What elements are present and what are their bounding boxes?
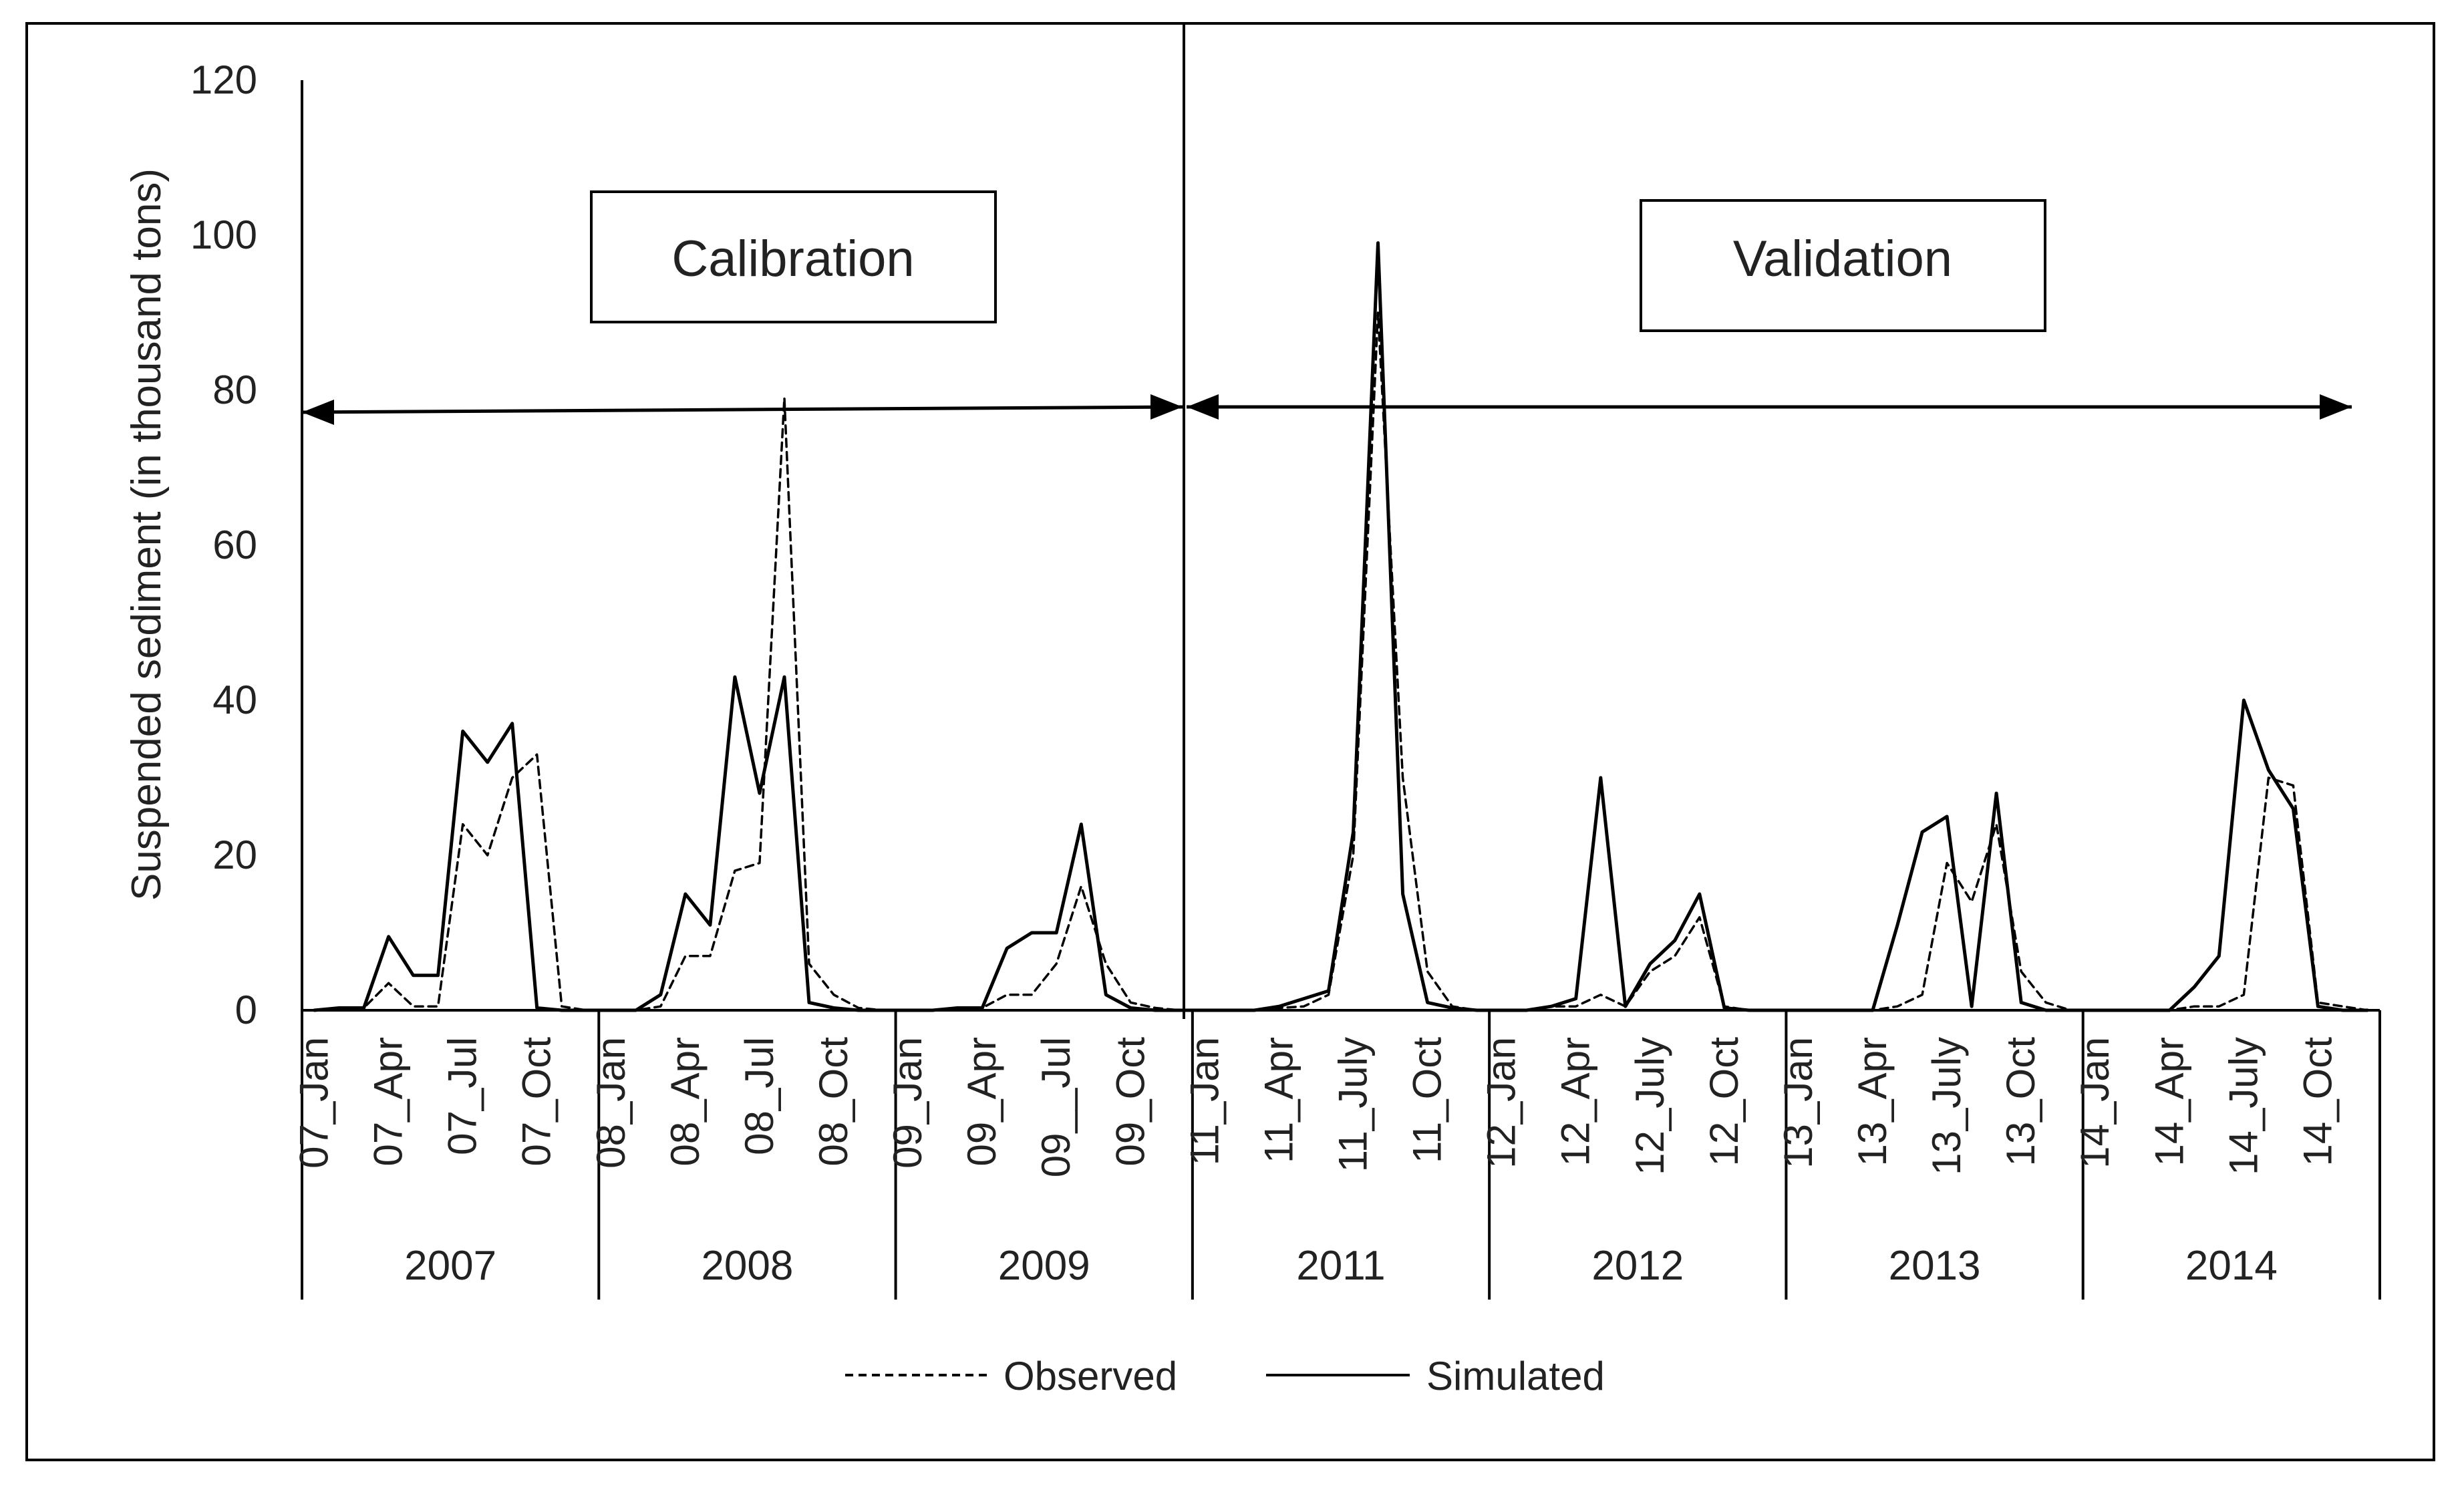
legend-simulated-label: Simulated <box>1426 1354 1605 1398</box>
x-tick-label: 12_Jan <box>1479 1037 1524 1169</box>
year-label: 2012 <box>1591 1243 1684 1289</box>
validation-arrow <box>1187 394 2352 420</box>
x-tick-label: 09__Jul <box>1034 1037 1078 1177</box>
x-tick-label: 14_Jan <box>2072 1037 2117 1169</box>
legend-observed-label: Observed <box>1004 1354 1177 1398</box>
x-tick-label: 09_Jan <box>885 1037 930 1169</box>
y-tick-label: 60 <box>212 523 257 567</box>
y-tick-label: 100 <box>190 212 257 257</box>
x-tick-label: 08_Apr <box>663 1037 708 1166</box>
chart-frame <box>25 22 2435 1461</box>
series-lines <box>313 241 2369 1012</box>
y-tick-label: 20 <box>212 833 257 877</box>
x-tick-label: 12_July <box>1628 1037 1672 1175</box>
year-label: 2007 <box>404 1243 496 1289</box>
calibration-arrow <box>301 394 1183 425</box>
series-line-simulated <box>313 241 2369 1012</box>
x-tick-label: 11_Apr <box>1256 1037 1301 1163</box>
x-tick-label: 12_Apr <box>1553 1037 1598 1166</box>
x-tick-label: 07_Oct <box>514 1037 559 1167</box>
calibration-label: Calibration <box>671 231 914 287</box>
x-tick-label: 14_July <box>2221 1037 2266 1175</box>
x-tick-label: 13_Jan <box>1776 1037 1821 1169</box>
x-tick-label: 07_Jul <box>440 1037 485 1155</box>
x-tick-label: 11_Oct <box>1405 1037 1450 1163</box>
x-axis: 2007 07_Jan 07_Apr 07_Jul 07_Oct 2008 08_Jan 08… <box>292 1009 2381 1300</box>
year-label: 2009 <box>998 1243 1090 1289</box>
x-tick-label: 13_Oct <box>1998 1037 2043 1167</box>
year-label: 2013 <box>1889 1243 1981 1289</box>
x-tick-label: 09_Apr <box>959 1037 1004 1166</box>
x-tick-label: 08_Jan <box>589 1037 633 1169</box>
series-line-observed <box>313 311 2369 1012</box>
x-tick-label: 11_July <box>1331 1037 1376 1172</box>
y-tick-label: 40 <box>212 678 257 722</box>
validation-box: Validation <box>1640 199 2046 332</box>
y-tick-label: 0 <box>235 988 257 1032</box>
y-tick-label: 80 <box>212 367 257 412</box>
x-tick-label: 08_Jul <box>737 1037 782 1155</box>
legend: Observed Simulated <box>845 1354 1605 1398</box>
calibration-box: Calibration <box>590 190 997 323</box>
y-axis: 0 20 40 60 80 100 120 <box>190 57 303 1032</box>
x-tick-label: 14_Apr <box>2147 1037 2191 1166</box>
x-tick-label: 07_Jan <box>292 1037 337 1169</box>
x-tick-label: 11_Jan <box>1182 1037 1227 1165</box>
y-tick-label: 120 <box>190 57 257 102</box>
year-label: 2011 <box>1296 1243 1385 1289</box>
x-tick-label: 13_Apr <box>1850 1037 1895 1166</box>
x-tick-label: 07_Apr <box>366 1037 411 1166</box>
x-tick-label: 09_Oct <box>1108 1037 1152 1167</box>
year-label: 2008 <box>701 1243 793 1289</box>
y-axis-label: Suspended sediment (in thousand tons) <box>124 168 170 901</box>
x-tick-label: 12_Oct <box>1702 1037 1746 1167</box>
x-tick-label: 14_Oct <box>2295 1037 2340 1167</box>
year-label: 2014 <box>2185 1243 2278 1289</box>
validation-label: Validation <box>1733 231 1952 287</box>
x-tick-label: 13_July <box>1924 1037 1969 1175</box>
x-tick-label: 08_Oct <box>811 1037 856 1167</box>
